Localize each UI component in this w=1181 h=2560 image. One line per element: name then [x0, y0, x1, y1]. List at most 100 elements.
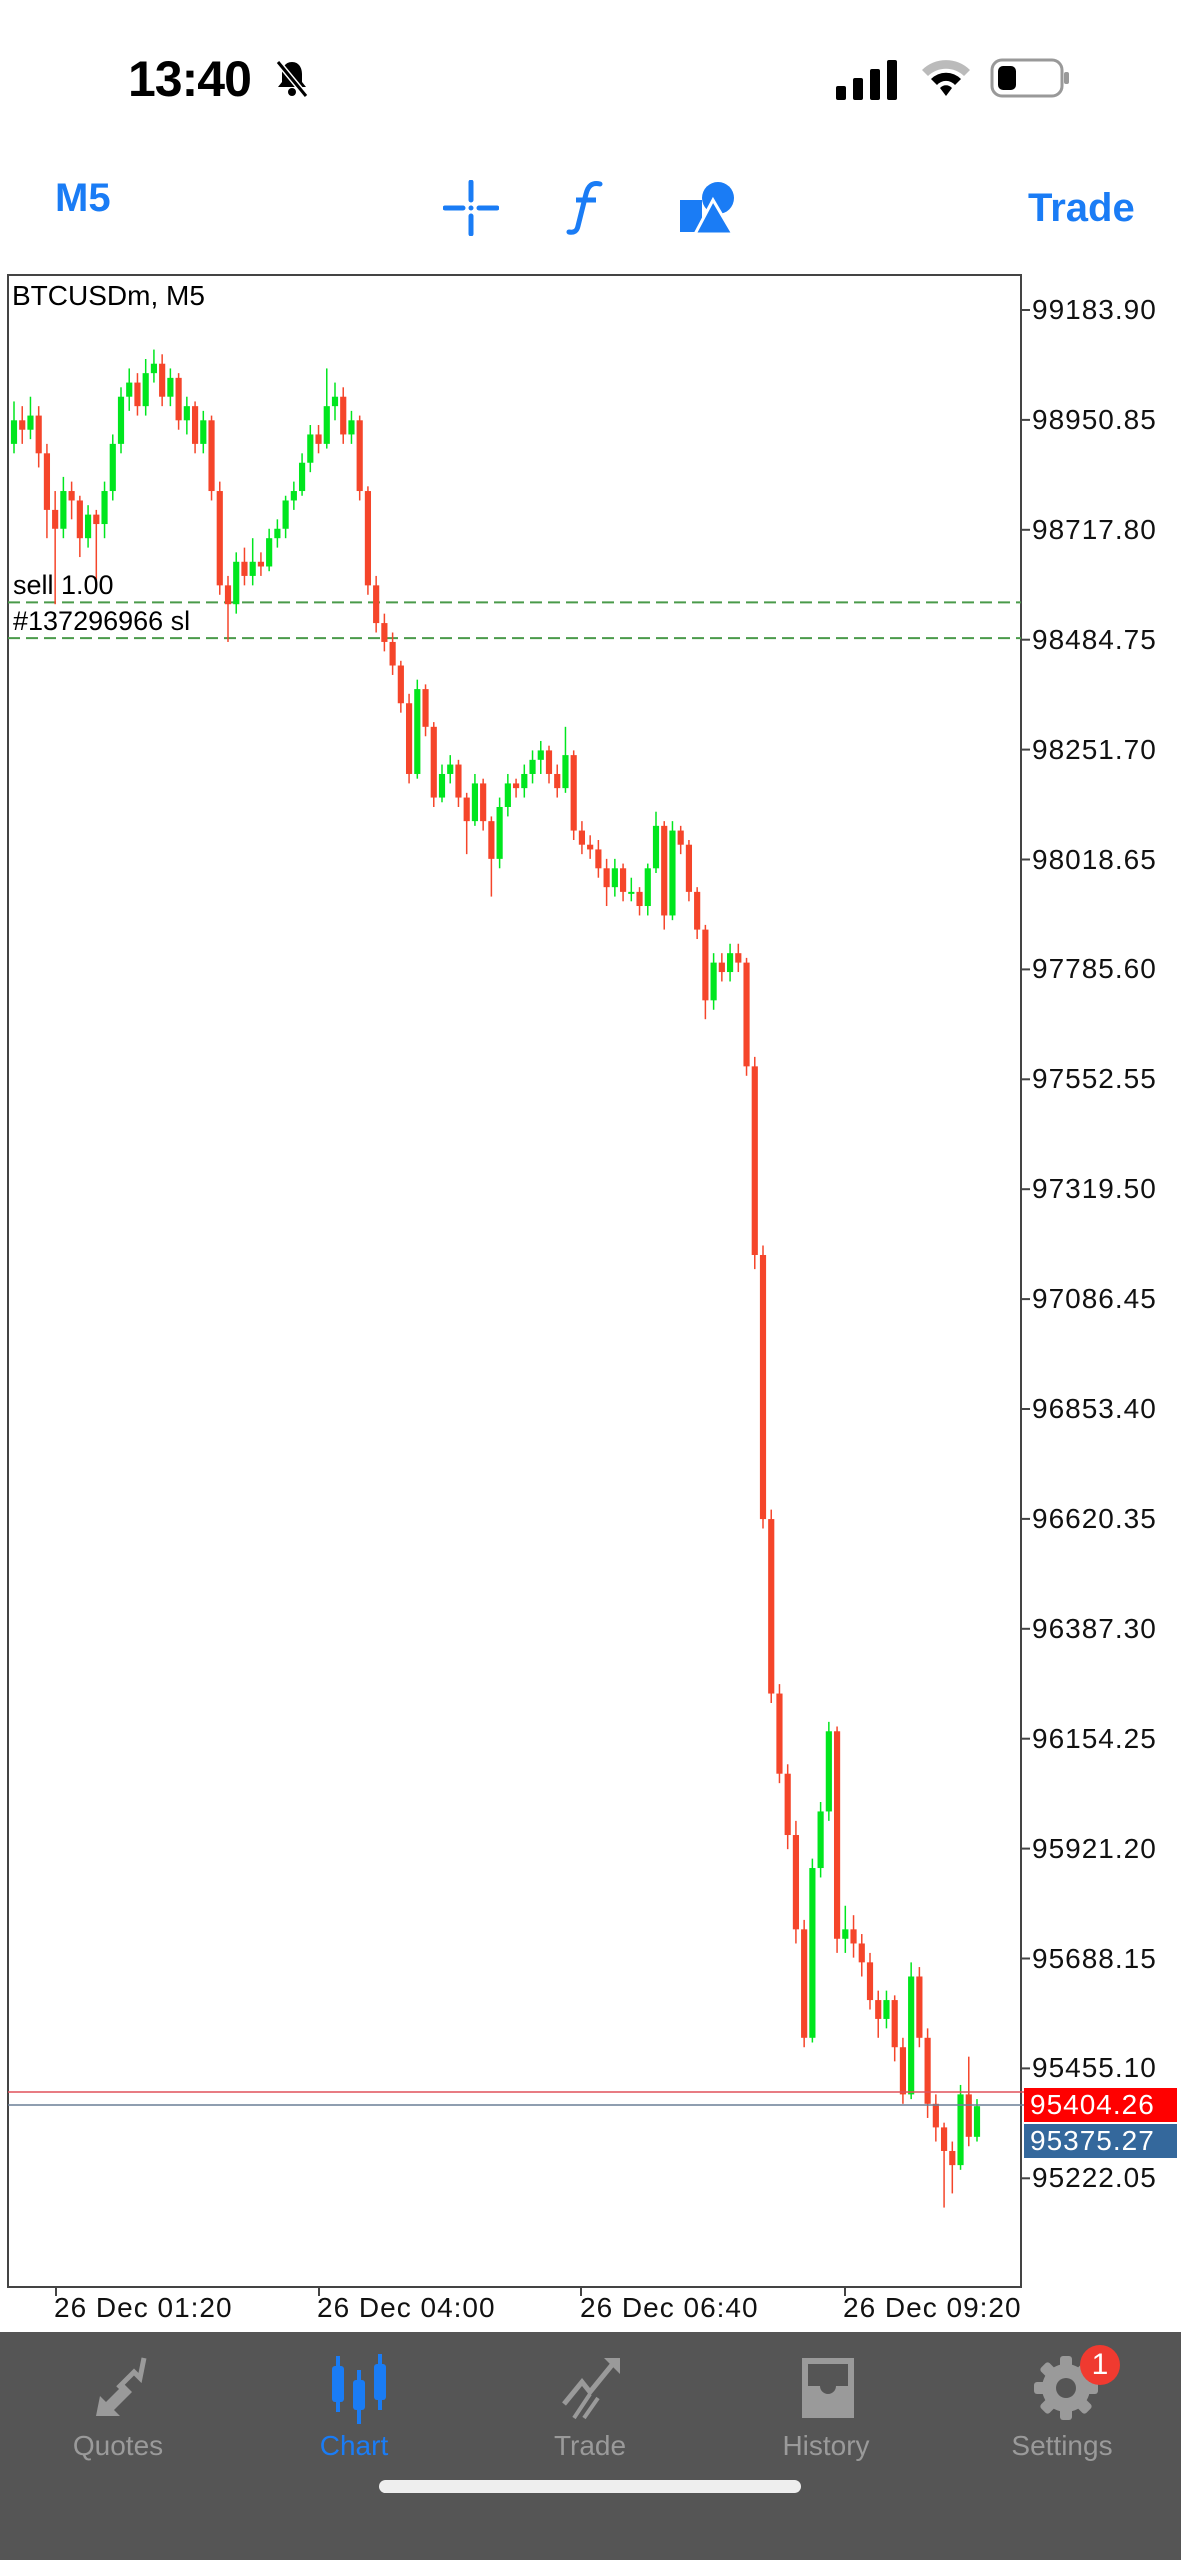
- candle-body: [52, 509, 59, 529]
- candle-body: [735, 953, 742, 963]
- candle-body: [833, 1731, 841, 1939]
- candle-body: [405, 703, 413, 774]
- candle-body: [216, 491, 223, 586]
- candle-body: [142, 373, 149, 407]
- price-tick-label: 98251.70: [1032, 733, 1157, 765]
- tab-bar: Quotes Chart Trade History Settings: [0, 2332, 1181, 2560]
- candle-body: [916, 1976, 923, 2038]
- time-label: 26 Dec 09:20: [843, 2292, 1022, 2323]
- candle-body: [512, 783, 520, 789]
- tab-quotes[interactable]: Quotes: [0, 2332, 236, 2482]
- candle-body: [208, 420, 215, 492]
- candle-body: [562, 755, 569, 789]
- candle-body: [447, 764, 454, 774]
- price-tick-label: 96387.30: [1032, 1612, 1157, 1644]
- cellular-signal-icon: [836, 60, 897, 100]
- candle-body: [134, 382, 141, 407]
- tab-chart[interactable]: Chart: [236, 2332, 472, 2482]
- candle-body: [183, 406, 190, 421]
- tab-settings[interactable]: Settings: [944, 2332, 1180, 2482]
- candle-body: [521, 773, 528, 789]
- candle-body: [899, 2047, 907, 2095]
- symbol-label: BTCUSDm, M5: [12, 280, 205, 311]
- candle-body: [545, 750, 553, 774]
- price-tick-label: 98484.75: [1032, 623, 1157, 655]
- candle-body: [784, 1773, 791, 1836]
- candle-body: [356, 420, 363, 492]
- candle-body: [759, 1254, 767, 1520]
- time-label: 26 Dec 06:40: [580, 2292, 759, 2323]
- candle-body: [908, 1976, 915, 2095]
- gear-icon: [1034, 2356, 1098, 2420]
- candle-body: [331, 396, 339, 407]
- candle-body: [891, 2000, 898, 2048]
- timeframe-button[interactable]: M5: [55, 176, 111, 220]
- candle-body: [60, 491, 67, 529]
- candle-body: [652, 825, 660, 869]
- candle-body: [809, 1868, 816, 2038]
- candle-body: [587, 844, 594, 850]
- candle-body: [578, 830, 586, 845]
- trade-button[interactable]: Trade: [1028, 186, 1135, 230]
- candle-body: [636, 891, 643, 907]
- candle-body: [175, 377, 182, 421]
- wifi-icon: [922, 60, 970, 96]
- candle-body: [381, 623, 388, 642]
- candlestick-icon: [332, 2354, 386, 2424]
- candle-body: [471, 783, 479, 822]
- candle-body: [290, 491, 297, 501]
- price-tick-label: 97552.55: [1032, 1063, 1157, 1095]
- price-tick-label: 96620.35: [1032, 1502, 1157, 1534]
- candle-body: [422, 689, 429, 727]
- tab-label: History: [782, 2430, 870, 2461]
- candle-body: [249, 561, 256, 576]
- candle-body: [883, 2000, 890, 2019]
- sell-order-label: sell 1.00: [13, 570, 114, 600]
- candle-body: [628, 891, 635, 894]
- candle-body: [644, 868, 651, 907]
- tab-label: Quotes: [72, 2430, 164, 2461]
- inbox-tray-icon: [802, 2358, 854, 2418]
- price-tick-label: 98717.80: [1032, 513, 1157, 545]
- home-indicator[interactable]: [379, 2480, 801, 2493]
- candle-body: [298, 462, 306, 492]
- crosshair-icon[interactable]: [443, 180, 499, 236]
- bell-slash-icon: [275, 60, 309, 98]
- candle-body: [776, 1693, 783, 1774]
- candle-body: [842, 1929, 849, 1939]
- candlestick-chart[interactable]: [0, 0, 1181, 2330]
- candle-body: [364, 491, 372, 586]
- candle-body: [455, 764, 462, 798]
- candle-body: [866, 1962, 874, 2001]
- candle-body: [191, 406, 199, 444]
- candle-body: [224, 585, 232, 605]
- candle-body: [529, 759, 536, 774]
- tab-trade[interactable]: Trade: [472, 2332, 708, 2482]
- price-tick-label: 98018.65: [1032, 843, 1157, 875]
- status-time: 13:40: [128, 51, 252, 107]
- candle-body: [488, 821, 495, 859]
- price-tick-label: 99183.90: [1032, 294, 1157, 325]
- price-tick-label: 95455.10: [1032, 2052, 1157, 2084]
- chart-plot-area[interactable]: [7, 274, 1022, 2288]
- candle-body: [438, 773, 446, 798]
- candle-body: [233, 561, 240, 605]
- candle-body: [694, 891, 701, 930]
- notification-badge: 1: [1080, 2345, 1120, 2385]
- candle-body: [200, 420, 207, 444]
- candle-body: [669, 830, 676, 916]
- candle-body: [973, 2106, 981, 2137]
- tab-history[interactable]: History: [708, 2332, 944, 2482]
- candle-body: [463, 797, 470, 822]
- candle-body: [702, 929, 709, 1001]
- candle-body: [858, 1943, 865, 1963]
- candle-body: [274, 528, 281, 539]
- candle-body: [710, 962, 717, 1001]
- candle-body: [159, 363, 166, 397]
- indicators-f-icon[interactable]: [566, 180, 606, 236]
- candle-body: [611, 868, 618, 888]
- price-tick-label: 97086.45: [1032, 1283, 1157, 1315]
- candle-body: [27, 415, 34, 430]
- objects-shapes-icon[interactable]: [678, 180, 738, 236]
- candle-body: [340, 396, 347, 435]
